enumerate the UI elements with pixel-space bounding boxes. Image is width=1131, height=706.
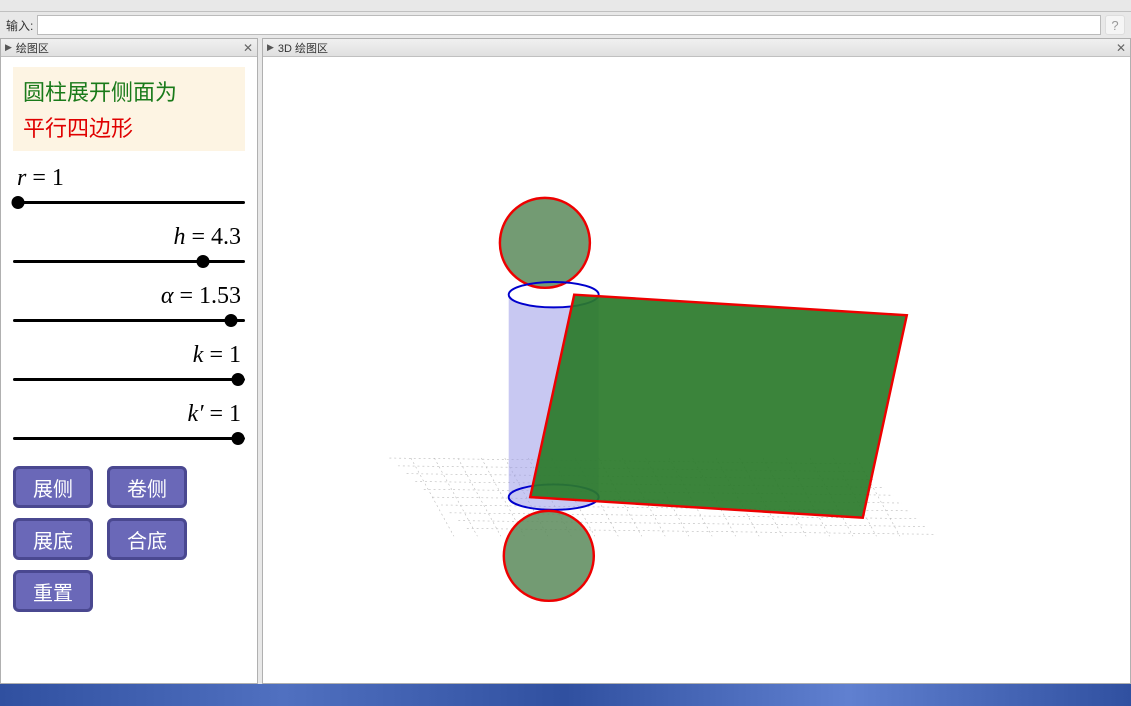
toolbar-strip (0, 0, 1131, 12)
slider-k-track[interactable] (13, 371, 245, 387)
scene-svg (263, 57, 1130, 683)
slider-alpha-label: α = 1.53 (13, 283, 245, 310)
slider-kprime: k′ = 1 (13, 401, 245, 446)
collapse-icon: ▶ (5, 42, 12, 53)
slider-r-label: r = 1 (13, 165, 245, 192)
title-box: 圆柱展开侧面为 平行四边形 (13, 67, 245, 151)
slider-h-label: h = 4.3 (13, 224, 245, 251)
slider-k: k = 1 (13, 342, 245, 387)
help-icon[interactable]: ? (1105, 15, 1125, 35)
title-line-1: 圆柱展开侧面为 (23, 75, 235, 107)
slider-h: h = 4.3 (13, 224, 245, 269)
expand-bottom-button[interactable]: 展底 (13, 518, 93, 560)
main-area: ▶ 绘图区 ✕ 圆柱展开侧面为 平行四边形 r = 1 h = 4.3 (0, 38, 1131, 684)
desktop-taskbar-strip (0, 684, 1131, 706)
expand-side-button[interactable]: 展侧 (13, 466, 93, 508)
slider-r-track[interactable] (13, 194, 245, 210)
merge-bottom-button[interactable]: 合底 (107, 518, 187, 560)
input-bar: 输入: ? (0, 12, 1131, 38)
canvas-3d[interactable] (263, 57, 1130, 683)
command-input[interactable] (37, 15, 1101, 35)
close-icon[interactable]: ✕ (243, 41, 253, 55)
slider-kprime-track[interactable] (13, 430, 245, 446)
graphics3d-panel: ▶ 3D 绘图区 ✕ (262, 38, 1131, 684)
graphics-panel-title: 绘图区 (16, 40, 49, 56)
graphics3d-panel-title: 3D 绘图区 (278, 40, 328, 56)
graphics-panel-content: 圆柱展开侧面为 平行四边形 r = 1 h = 4.3 (1, 57, 257, 683)
close-icon[interactable]: ✕ (1116, 41, 1126, 55)
title-line-2: 平行四边形 (23, 111, 235, 143)
action-buttons: 展侧 卷侧 展底 合底 重置 (13, 466, 245, 612)
slider-r: r = 1 (13, 165, 245, 210)
input-label: 输入: (6, 17, 33, 34)
graphics-panel-header[interactable]: ▶ 绘图区 ✕ (1, 39, 257, 57)
slider-h-track[interactable] (13, 253, 245, 269)
slider-kprime-label: k′ = 1 (13, 401, 245, 428)
slider-alpha: α = 1.53 (13, 283, 245, 328)
slider-k-label: k = 1 (13, 342, 245, 369)
graphics3d-panel-header[interactable]: ▶ 3D 绘图区 ✕ (263, 39, 1130, 57)
roll-side-button[interactable]: 卷侧 (107, 466, 187, 508)
reset-button[interactable]: 重置 (13, 570, 93, 612)
collapse-icon: ▶ (267, 42, 274, 53)
slider-alpha-track[interactable] (13, 312, 245, 328)
graphics-panel: ▶ 绘图区 ✕ 圆柱展开侧面为 平行四边形 r = 1 h = 4.3 (0, 38, 258, 684)
